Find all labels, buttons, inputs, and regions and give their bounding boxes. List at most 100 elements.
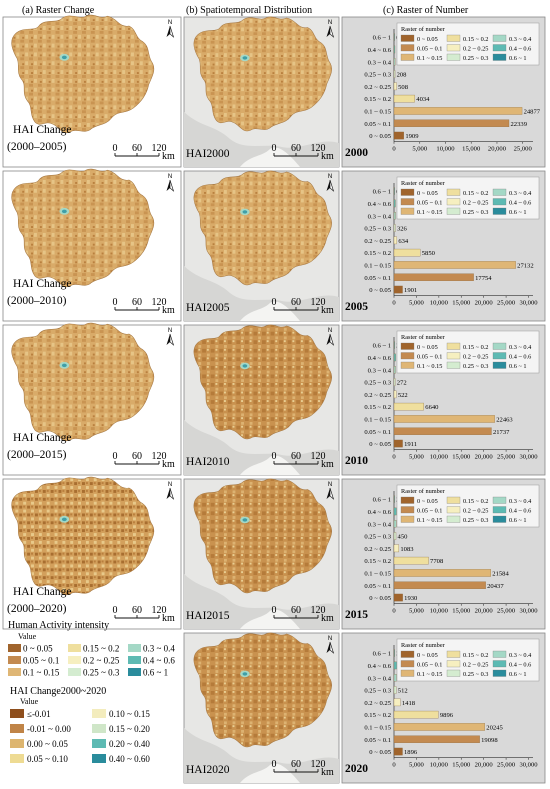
legend-swatch — [492, 650, 507, 658]
category-label: 0.2 ~ 0.25 — [364, 700, 391, 707]
bar — [393, 107, 523, 115]
chart-legend: Raster of number 0 ~ 0.05 0.05 ~ 0.1 0.1 ~ … — [396, 22, 540, 66]
change-label-title: HAI Change — [13, 432, 71, 444]
legend-label: 0 ~ 0.05 — [417, 190, 438, 197]
legend-swatch — [400, 496, 415, 504]
legend-label: 0.05 ~ 0.1 — [417, 353, 442, 360]
scale-tick: 0 — [113, 143, 118, 154]
bar — [393, 686, 397, 694]
x-tick-label: 5,000 — [409, 608, 425, 615]
bar-value-label: 1083 — [400, 546, 414, 553]
bar-value-label: 21584 — [492, 570, 509, 577]
legend-label: 0.6 ~ 1 — [509, 363, 527, 370]
legend-label: 0.4 ~ 0.6 — [143, 656, 175, 666]
category-label: 0.2 ~ 0.25 — [364, 84, 391, 91]
bar — [393, 187, 395, 195]
legend-label: 0.1 ~ 0.15 — [417, 671, 442, 678]
chart-legend-title: Raster of number — [401, 488, 446, 495]
legend-label: 0.15 ~ 0.2 — [83, 644, 119, 654]
chart-year-label: 2015 — [345, 609, 368, 621]
north-arrow-icon: N — [326, 174, 335, 192]
legend-label: 0.2 ~ 0.25 — [83, 656, 120, 666]
legend-label: 0.25 ~ 0.3 — [463, 209, 488, 216]
x-tick-label: 0 — [392, 762, 396, 769]
legend-label: 0.05 ~ 0.1 — [417, 45, 442, 52]
legend-swatch — [10, 724, 24, 733]
x-tick-label: 5,000 — [409, 762, 425, 769]
study-region-map — [11, 322, 155, 442]
scale-tick: 60 — [291, 451, 301, 462]
legend-label: 0.4 ~ 0.6 — [509, 353, 531, 360]
scale-tick: 60 — [291, 143, 301, 154]
scale-unit: km — [162, 305, 175, 316]
scale-tick: 0 — [272, 605, 277, 616]
north-label: N — [168, 174, 172, 180]
north-arrow-icon: N — [326, 328, 335, 346]
x-tick-label: 20,000 — [475, 454, 494, 461]
scale-unit: km — [321, 767, 334, 778]
legend-label: 0.15 ~ 0.2 — [463, 498, 488, 505]
north-arrow-icon: N — [166, 328, 175, 346]
legend-label: 0.15 ~ 0.2 — [463, 344, 488, 351]
hai-year-label: HAI2005 — [186, 302, 230, 314]
bar — [393, 261, 516, 269]
chart-legend-title: Raster of number — [401, 334, 446, 341]
legend-swatch — [446, 669, 461, 677]
x-tick-label: 10,000 — [430, 300, 449, 307]
legend-label: 0.4 ~ 0.6 — [509, 199, 531, 206]
north-arrow-icon: N — [326, 20, 335, 38]
x-tick-label: 5,000 — [409, 300, 425, 307]
change-label-period: (2000–2005) — [7, 141, 67, 153]
legend-label: 0.15 ~ 0.2 — [463, 190, 488, 197]
legend-label: 0.2 ~ 0.25 — [463, 661, 488, 668]
bar-value-label: 634 — [398, 238, 409, 245]
bar — [393, 415, 495, 423]
legend-label: 0.1 ~ 0.15 — [417, 55, 442, 62]
north-arrow-icon: N — [326, 482, 335, 500]
scale-tick: 60 — [291, 605, 301, 616]
legend-label: 0.2 ~ 0.25 — [463, 353, 488, 360]
category-label: 0.25 ~ 0.3 — [364, 380, 391, 387]
bar — [393, 119, 510, 128]
legend-label: 0.15 ~ 0.20 — [109, 724, 150, 734]
basemap-land — [184, 266, 339, 321]
bar-value-label: 1896 — [404, 749, 418, 756]
legend-swatch — [446, 660, 461, 668]
legend-label: 0.05 ~ 0.1 — [417, 199, 442, 206]
x-tick-label: 25,000 — [497, 608, 516, 615]
scale-tick: 60 — [132, 451, 142, 462]
bar-value-label: 21737 — [493, 429, 510, 436]
category-label: 0.15 ~ 0.2 — [364, 712, 391, 719]
category-label: 0.4 ~ 0.6 — [368, 355, 392, 362]
north-label: N — [328, 328, 332, 334]
bar-value-label: 9896 — [440, 712, 454, 719]
legend-swatch — [92, 739, 106, 748]
category-label: 0.3 ~ 0.4 — [368, 213, 392, 220]
x-tick-label: 10,000 — [430, 762, 449, 769]
bar — [393, 674, 397, 682]
bar — [393, 649, 395, 657]
category-label: 0.05 ~ 0.1 — [364, 121, 391, 128]
category-label: 0.2 ~ 0.25 — [364, 238, 391, 245]
raster-count-chart: 0.6 ~ 100.4 ~ 0.63290.3 ~ 0.43570.25 ~ 0… — [345, 176, 540, 313]
north-arrow-icon: N — [166, 482, 175, 500]
legend-label: 0.4 ~ 0.6 — [509, 507, 531, 514]
basemap-land — [184, 574, 339, 629]
legend-label: 0.05 ~ 0.10 — [27, 754, 68, 764]
bar — [393, 199, 396, 208]
bar-value-label: 272 — [397, 380, 407, 387]
basemap-land — [184, 112, 339, 167]
legend-swatch — [446, 53, 461, 61]
scale-unit: km — [321, 613, 334, 624]
bar — [393, 390, 397, 399]
scale-tick: 120 — [311, 605, 326, 616]
category-label: 0.3 ~ 0.4 — [368, 521, 392, 528]
study-region-map — [193, 324, 333, 440]
change-label-title: HAI Change — [13, 278, 71, 290]
study-region-map — [11, 168, 155, 288]
change-legend-title: HAI Change2000~2020 — [10, 686, 106, 697]
bar-value-label: 4034 — [416, 96, 430, 103]
